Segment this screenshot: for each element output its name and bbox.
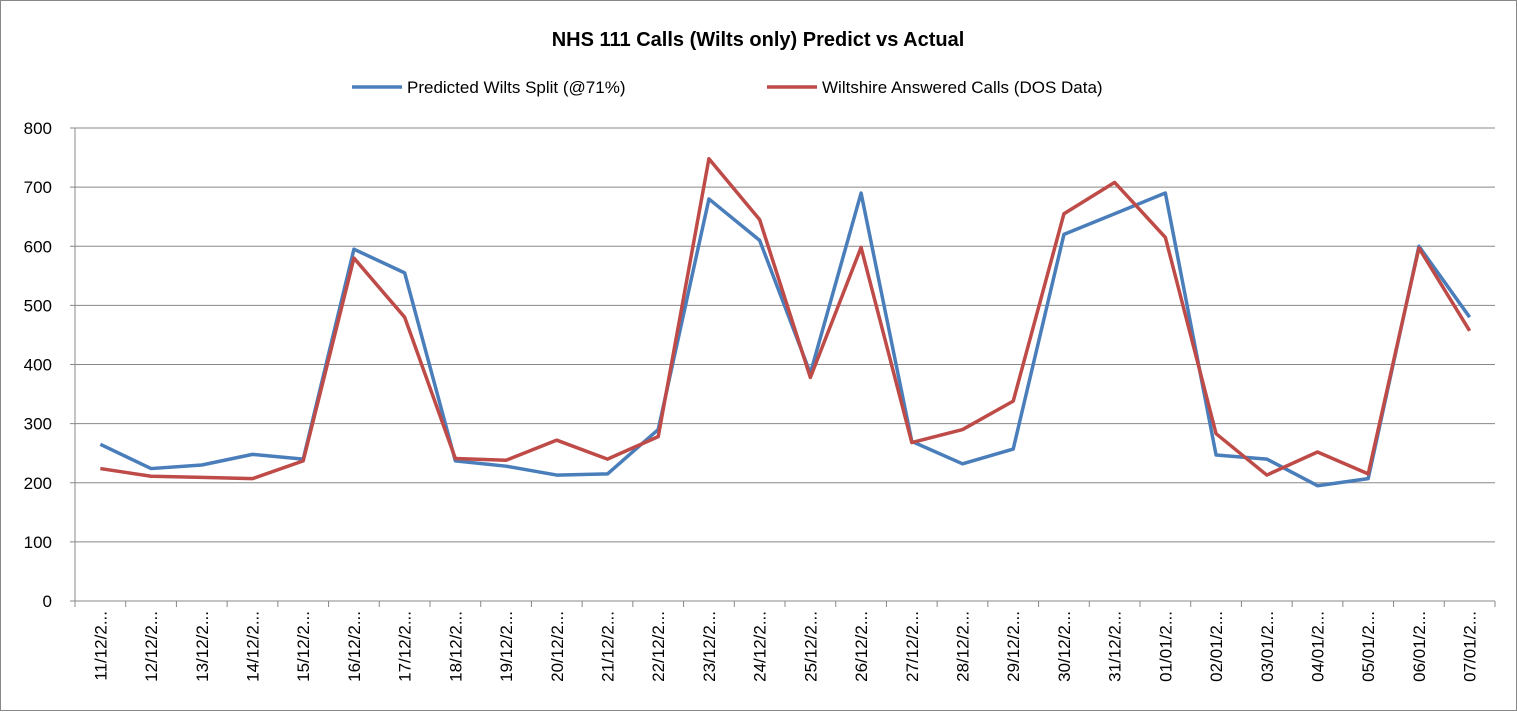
x-tick-label: 29/12/2... (1004, 611, 1023, 682)
y-tick-label: 500 (24, 296, 52, 315)
x-tick-label: 15/12/2... (294, 611, 313, 682)
x-tick-label: 03/01/2... (1258, 611, 1277, 682)
x-tick-label: 27/12/2... (903, 611, 922, 682)
x-tick-label: 16/12/2... (345, 611, 364, 682)
y-tick-label: 600 (24, 237, 52, 256)
x-tick-label: 24/12/2... (751, 611, 770, 682)
x-tick-label: 12/12/2... (142, 611, 161, 682)
y-tick-label: 300 (24, 415, 52, 434)
y-tick-label: 700 (24, 178, 52, 197)
x-tick-label: 14/12/2... (244, 611, 263, 682)
x-tick-label: 30/12/2... (1055, 611, 1074, 682)
y-tick-label: 800 (24, 119, 52, 138)
x-tick-label: 04/01/2... (1309, 611, 1328, 682)
x-tick-label: 11/12/2... (91, 611, 110, 681)
x-tick-label: 19/12/2... (497, 611, 516, 682)
x-tick-label: 21/12/2... (599, 611, 618, 682)
x-tick-label: 02/01/2... (1207, 611, 1226, 682)
x-tick-label: 20/12/2... (548, 611, 567, 682)
legend-label: Predicted Wilts Split (@71%) (407, 78, 626, 97)
x-tick-label: 06/01/2... (1410, 611, 1429, 682)
x-tick-label: 17/12/2... (396, 611, 415, 682)
x-tick-label: 05/01/2... (1359, 611, 1378, 682)
x-tick-label: 25/12/2... (801, 611, 820, 682)
x-tick-label: 13/12/2... (193, 611, 212, 682)
y-tick-label: 100 (24, 533, 52, 552)
x-tick-label: 31/12/2... (1106, 611, 1125, 682)
x-tick-label: 23/12/2... (700, 611, 719, 682)
series-line (100, 156, 1472, 481)
x-tick-label: 22/12/2... (649, 611, 668, 682)
chart-title: NHS 111 Calls (Wilts only) Predict vs Ac… (552, 29, 965, 51)
x-tick-label: 07/01/2... (1461, 611, 1480, 682)
x-tick-label: 18/12/2... (446, 611, 465, 682)
x-tick-label: 01/01/2... (1156, 611, 1175, 682)
y-tick-label: 200 (24, 474, 52, 493)
x-tick-label: 26/12/2... (852, 611, 871, 682)
legend-label: Wiltshire Answered Calls (DOS Data) (822, 78, 1103, 97)
y-tick-label: 400 (24, 356, 52, 375)
y-tick-label: 0 (43, 592, 52, 611)
x-tick-label: 28/12/2... (954, 611, 973, 682)
